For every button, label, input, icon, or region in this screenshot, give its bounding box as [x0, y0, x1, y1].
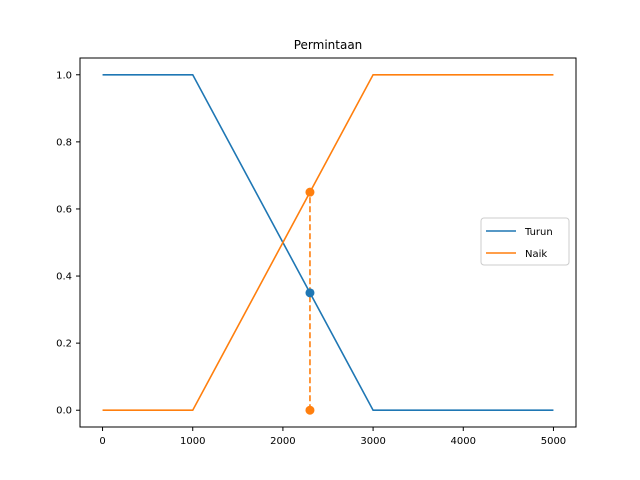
x-tick-label: 1000	[180, 436, 205, 447]
x-axis: 0 1000 2000 3000 4000 5000	[99, 427, 566, 447]
y-tick-label: 0.2	[56, 339, 72, 350]
x-tick-label: 2000	[270, 436, 295, 447]
legend-label-0: Turun	[524, 227, 553, 238]
x-tick-label: 4000	[451, 436, 476, 447]
y-axis: 0.0 0.2 0.4 0.6 0.8 1.0	[56, 70, 80, 417]
y-tick-label: 0.0	[56, 406, 72, 417]
x-tick-label: 0	[99, 436, 105, 447]
marker-point-1	[305, 187, 315, 197]
y-tick-label: 0.4	[56, 272, 72, 283]
marker-point-2	[305, 405, 315, 415]
x-tick-label: 5000	[541, 436, 566, 447]
legend-label-1: Naik	[525, 249, 547, 260]
legend: Turun Naik	[480, 217, 570, 266]
y-tick-label: 0.6	[56, 204, 72, 215]
plot-area	[102, 73, 554, 415]
chart-title: Permintaan	[294, 38, 363, 52]
series-line-1	[102, 73, 554, 412]
axes-frame	[79, 57, 577, 428]
y-tick-label: 1.0	[56, 70, 72, 81]
x-tick-label: 3000	[360, 436, 385, 447]
y-tick-label: 0.8	[56, 137, 72, 148]
marker-point-0	[305, 288, 315, 298]
